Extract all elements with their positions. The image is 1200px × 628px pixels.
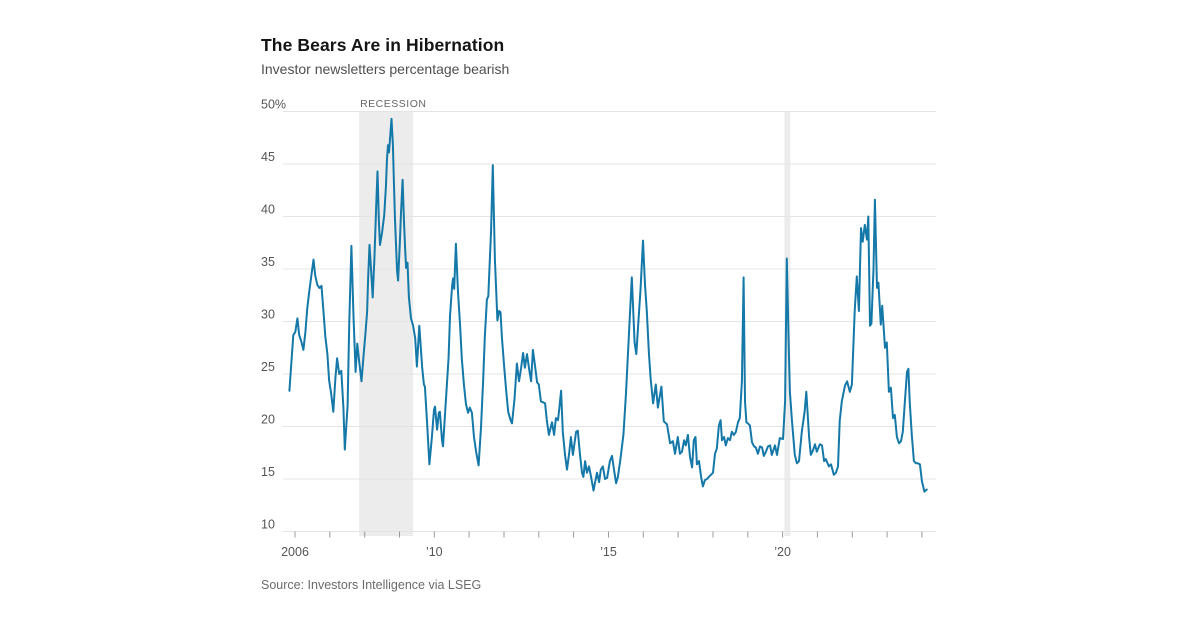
recession-annotation: RECESSION [360, 98, 426, 110]
y-axis-label: 30 [261, 308, 275, 322]
y-axis-label: 35 [261, 255, 275, 269]
x-axis-label: ’10 [426, 545, 443, 559]
chart-title: The Bears Are in Hibernation [261, 35, 505, 55]
chart-subtitle: Investor newsletters percentage bearish [261, 61, 510, 77]
y-axis-label: 20 [261, 413, 275, 427]
x-axis-label: ’15 [600, 545, 617, 559]
x-axis-label: ’20 [774, 545, 791, 559]
y-axis-label: 40 [261, 203, 275, 217]
source-note: Source: Investors Intelligence via LSEG [261, 578, 482, 592]
y-axis-label: 15 [261, 465, 275, 479]
bearish-series-line [288, 117, 928, 493]
y-axis-label: 10 [261, 518, 275, 532]
y-axis-label: 25 [261, 360, 275, 374]
x-axis-label: 2006 [281, 545, 309, 559]
y-axis-label: 50% [261, 98, 286, 112]
y-axis-label: 45 [261, 150, 275, 164]
